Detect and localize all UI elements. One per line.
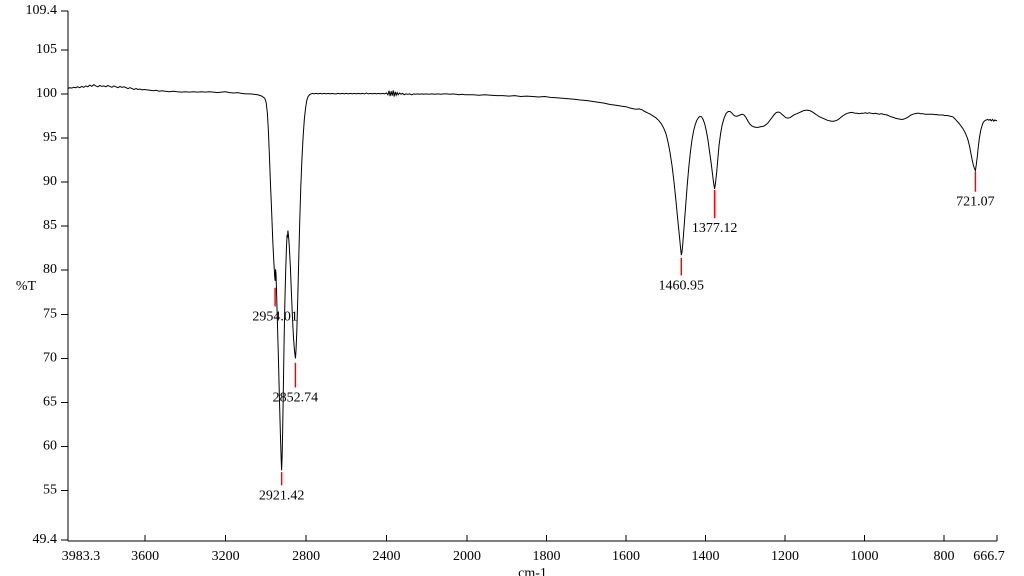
peak-annotation: 2954.01	[252, 287, 298, 324]
y-tick-label: 70	[43, 350, 57, 365]
peak-annotation: 1460.95	[659, 257, 705, 294]
y-tick-label: 75	[43, 306, 57, 321]
x-tick-label: 3200	[212, 549, 240, 564]
y-axis-title: %T	[16, 279, 37, 294]
peak-annotation: 1377.12	[692, 190, 738, 236]
y-tick-label: 55	[43, 483, 57, 498]
x-tick-label: 1800	[533, 549, 561, 564]
x-tick-label: 1200	[771, 549, 799, 564]
x-tick-label: 1400	[692, 549, 720, 564]
peak-label: 2954.01	[252, 309, 298, 324]
spectrum-curve	[67, 83, 998, 471]
y-tick-label: 49.4	[33, 532, 58, 547]
x-tick-label: 2000	[453, 549, 481, 564]
y-tick-label: 85	[43, 218, 57, 233]
x-tick-label: 1000	[851, 549, 879, 564]
peak-annotation: 2921.42	[259, 472, 305, 503]
peak-label: 1460.95	[659, 279, 705, 294]
peak-label: 2921.42	[259, 488, 305, 503]
x-tick-label: 2800	[292, 549, 320, 564]
x-tick-label: 2400	[373, 549, 401, 564]
x-axis-title: cm-1	[518, 566, 547, 576]
x-tick-label: 666.7	[973, 549, 1005, 564]
peak-annotation: 721.07	[956, 171, 995, 210]
y-tick-label: 95	[43, 130, 57, 145]
y-tick-label: 109.4	[26, 3, 58, 18]
x-tick-label: 3600	[131, 549, 159, 564]
y-tick-label: 90	[43, 174, 57, 189]
y-tick-label: 60	[43, 439, 57, 454]
peak-label: 1377.12	[692, 221, 738, 236]
y-tick-label: 80	[43, 262, 57, 277]
x-tick-label: 800	[934, 549, 955, 564]
peak-label: 2852.74	[273, 391, 319, 406]
peak-annotation: 2852.74	[273, 362, 319, 406]
y-tick-label: 65	[43, 395, 57, 410]
y-tick-label: 105	[36, 42, 57, 57]
x-tick-label: 1600	[612, 549, 640, 564]
x-tick-label: 3983.3	[62, 549, 101, 564]
peak-label: 721.07	[956, 195, 995, 210]
y-tick-label: 100	[36, 86, 57, 101]
